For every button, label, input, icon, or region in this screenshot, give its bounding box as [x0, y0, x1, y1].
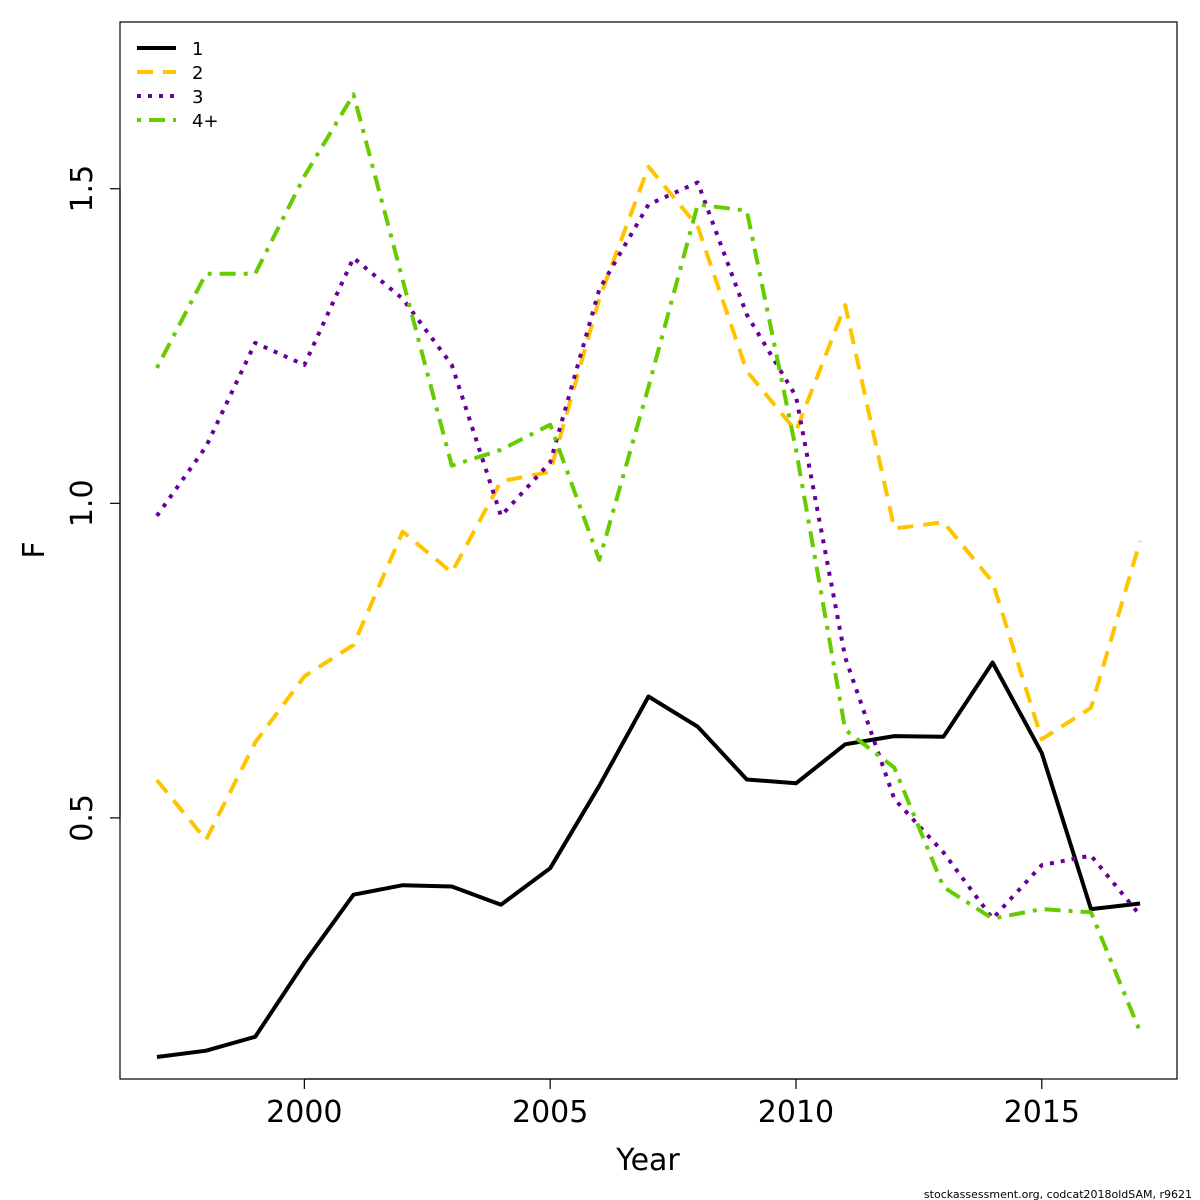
x-tick-label: 2000 — [266, 1095, 342, 1130]
series-line-3 — [155, 180, 1142, 921]
legend-label-3: 3 — [192, 87, 203, 108]
series-line-2 — [155, 164, 1143, 842]
y-tick-label: 0.5 — [65, 794, 100, 842]
footer-credit: stockassessment.org, codcat2018oldSAM, r… — [924, 1188, 1192, 1200]
x-tick-label: 2015 — [1004, 1095, 1080, 1130]
x-tick-label: 2005 — [512, 1095, 588, 1130]
series-line-4 — [155, 92, 1142, 1033]
x-axis: 2000 2005 2010 2015 — [266, 1078, 1080, 1130]
y-tick-label: 1.0 — [65, 479, 100, 527]
series-layer — [155, 92, 1143, 1059]
series-line-1 — [156, 660, 1141, 1059]
legend-label-1: 1 — [192, 39, 203, 60]
legend-label-2: 2 — [192, 63, 203, 84]
legend-label-4: 4+ — [192, 111, 219, 132]
y-axis: 0.5 1.0 1.5 — [65, 165, 121, 842]
y-tick-label: 1.5 — [65, 165, 100, 213]
plot-frame — [119, 21, 1178, 1080]
y-axis-title: F — [17, 541, 52, 558]
legend: 1 2 3 4+ — [137, 39, 219, 132]
x-tick-label: 2010 — [758, 1095, 834, 1130]
x-axis-title: Year — [615, 1143, 680, 1178]
